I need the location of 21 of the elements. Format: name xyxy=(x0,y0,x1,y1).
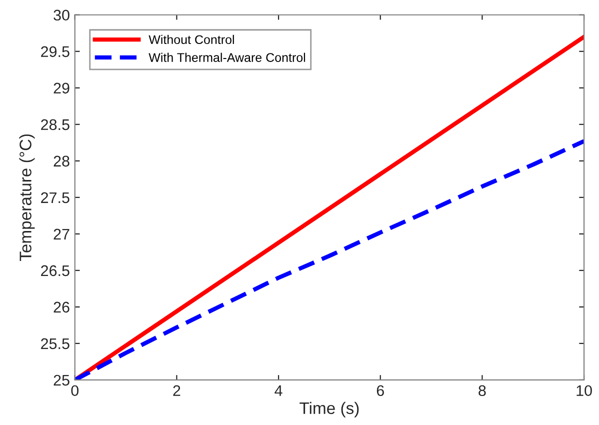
legend-label: With Thermal-Aware Control xyxy=(148,52,306,62)
y-tick-label: 28.5 xyxy=(41,119,70,130)
y-tick-label: 25 xyxy=(54,374,70,386)
x-axis-title: Time (s) xyxy=(300,402,359,418)
y-tick-label: 27 xyxy=(54,228,70,240)
y-tick-label: 25.5 xyxy=(41,338,70,350)
y-tick-label: 30 xyxy=(54,10,70,21)
x-tick-label: 4 xyxy=(274,385,282,396)
x-tick-label: 10 xyxy=(576,385,592,396)
x-tick-label: 2 xyxy=(173,385,180,396)
y-tick-label: 26 xyxy=(54,302,70,313)
y-tick-label: 28 xyxy=(54,156,70,167)
legend-label: Without Control xyxy=(148,34,234,44)
y-tick-label: 26.5 xyxy=(41,265,70,276)
x-tick-label: 8 xyxy=(478,385,486,396)
y-tick-label: 29.5 xyxy=(41,46,70,58)
y-tick-label: 27.5 xyxy=(41,192,70,204)
y-axis-title: Temperature (°C) xyxy=(19,134,35,262)
x-tick-label: 0 xyxy=(71,385,79,396)
x-tick-label: 6 xyxy=(376,385,384,396)
y-tick-label: 29 xyxy=(54,82,70,94)
